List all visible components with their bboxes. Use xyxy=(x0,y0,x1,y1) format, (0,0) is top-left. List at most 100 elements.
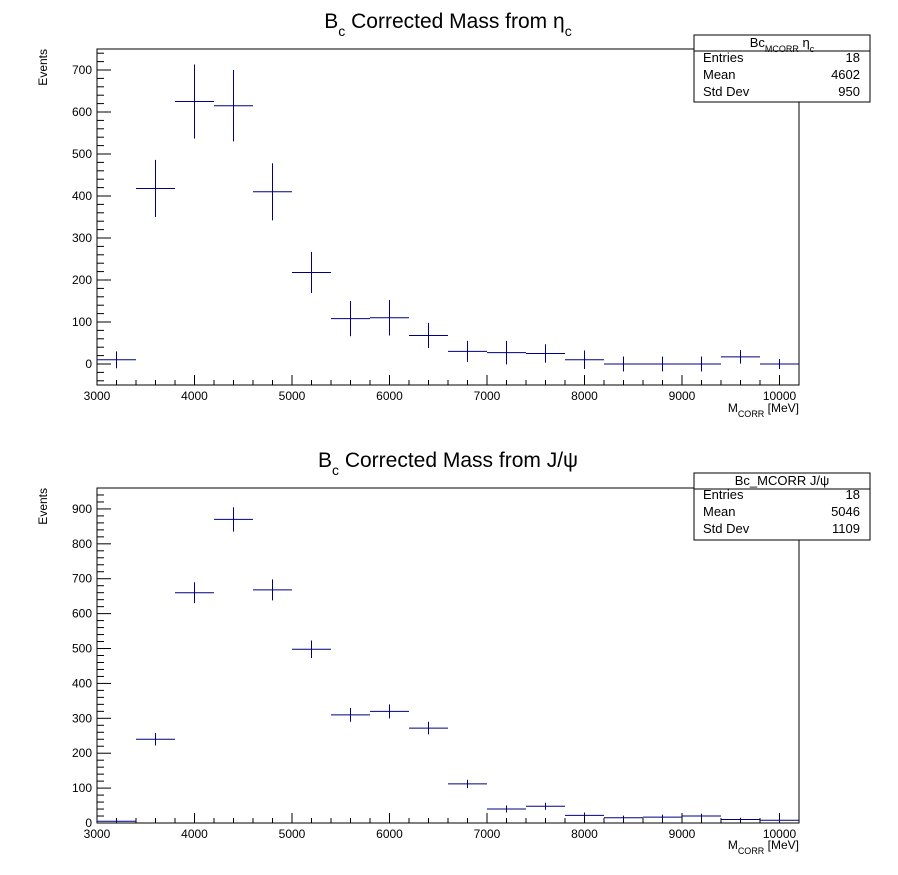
x-axis-label-sub: CORR xyxy=(738,409,765,419)
x-tick-label: 6000 xyxy=(376,827,403,841)
x-tick-label: 5000 xyxy=(279,827,306,841)
data-point xyxy=(487,805,526,813)
data-point xyxy=(604,356,643,372)
data-point xyxy=(448,779,487,789)
chart-title: Bc Corrected Mass from J/ψ xyxy=(318,449,578,478)
x-axis-label: MCORR [MeV] xyxy=(728,838,799,856)
data-point xyxy=(643,814,682,820)
stats-box-title-particle-sub: c xyxy=(810,44,815,54)
stats-row-value: 4602 xyxy=(831,67,860,82)
x-tick-label: 5000 xyxy=(279,389,306,403)
x-tick-label: 4000 xyxy=(181,827,208,841)
chart-title-sub: c xyxy=(338,23,345,39)
y-tick-label: 200 xyxy=(72,273,92,287)
data-point xyxy=(136,732,175,746)
data-point xyxy=(292,251,331,294)
data-point xyxy=(565,812,604,819)
y-tick-label: 200 xyxy=(72,746,92,760)
data-point xyxy=(682,813,721,819)
y-tick-label: 800 xyxy=(72,537,92,551)
stats-row-value: 5046 xyxy=(831,504,860,519)
data-point xyxy=(409,322,448,349)
x-tick-label: 9000 xyxy=(669,827,696,841)
chart-title-main: B xyxy=(318,449,332,472)
y-axis-label: Events xyxy=(36,488,50,525)
data-point xyxy=(136,159,175,217)
y-tick-label: 300 xyxy=(72,231,92,245)
x-tick-label: 9000 xyxy=(669,389,696,403)
y-tick-label: 100 xyxy=(72,315,92,329)
chart-panel-2: Bc Corrected Mass from J/ψ Events MCORR [M… xyxy=(36,449,871,856)
y-tick-label: 400 xyxy=(72,189,92,203)
y-tick-label: 400 xyxy=(72,676,92,690)
stats-row-label: Mean xyxy=(703,67,736,82)
chart-title-rest: Corrected Mass from J/ψ xyxy=(339,449,578,472)
y-axis-label: Events xyxy=(36,49,50,86)
data-point xyxy=(370,704,409,719)
y-tick-label: 900 xyxy=(72,502,92,516)
x-tick-label: 10000 xyxy=(763,827,797,841)
data-point xyxy=(565,350,604,370)
data-point xyxy=(253,579,292,601)
stats-row-label: Std Dev xyxy=(703,521,750,536)
data-point xyxy=(682,356,721,372)
data-point xyxy=(331,301,370,337)
data-point xyxy=(448,340,487,362)
data-point xyxy=(760,818,799,822)
x-tick-label: 4000 xyxy=(181,389,208,403)
data-point xyxy=(526,802,565,810)
chart-panel-1: Bc Corrected Mass from ηc Events MCORR [Me… xyxy=(36,10,871,419)
stats-row-value: 950 xyxy=(838,84,860,99)
y-tick-label: 700 xyxy=(72,63,92,77)
y-tick-label: 100 xyxy=(72,781,92,795)
y-tick-label: 600 xyxy=(72,607,92,621)
x-axis-label-rest: [MeV] xyxy=(764,838,799,852)
data-point xyxy=(331,707,370,722)
chart-title: Bc Corrected Mass from ηc xyxy=(324,10,571,39)
x-axis-label-rest: [MeV] xyxy=(764,401,799,415)
x-tick-label: 3000 xyxy=(84,389,111,403)
stats-row-value: 18 xyxy=(846,50,860,65)
stats-row-label: Entries xyxy=(703,487,744,502)
y-tick-label: 300 xyxy=(72,711,92,725)
stats-box-title-sub: MCORR xyxy=(765,44,799,54)
x-axis-label-main: M xyxy=(728,838,738,852)
chart-title-particle: η xyxy=(553,10,565,33)
stats-row-value: 18 xyxy=(846,487,860,502)
data-point xyxy=(721,350,760,364)
x-tick-label: 8000 xyxy=(571,827,598,841)
stats-box-title: BcMCORR ηc xyxy=(750,35,815,54)
x-tick-label: 10000 xyxy=(763,389,797,403)
stats-row-label: Entries xyxy=(703,50,744,65)
data-point xyxy=(487,340,526,365)
chart-title-sub: c xyxy=(332,462,339,478)
y-tick-label: 500 xyxy=(72,642,92,656)
data-point xyxy=(604,815,643,820)
x-tick-label: 8000 xyxy=(571,389,598,403)
stats-box: BcMCORR ηc Entries 18 Mean 4602 Std Dev 950 xyxy=(693,34,871,103)
chart-title-particle-sub: c xyxy=(565,23,572,39)
data-point xyxy=(214,70,253,142)
stats-row-value: 1109 xyxy=(832,521,860,536)
x-axis-label-sub: CORR xyxy=(738,846,765,856)
stats-box-title-main: Bc_MCORR J/ψ xyxy=(735,473,830,488)
stats-box-title-particle: η xyxy=(803,35,810,50)
x-tick-label: 3000 xyxy=(84,827,111,841)
y-tick-label: 0 xyxy=(85,816,92,830)
data-point xyxy=(97,819,136,823)
y-tick-label: 500 xyxy=(72,147,92,161)
stats-box-title: Bc_MCORR J/ψ xyxy=(735,473,830,488)
data-point xyxy=(175,582,214,604)
x-tick-label: 7000 xyxy=(474,827,501,841)
stats-box-frame xyxy=(693,472,871,541)
chart-title-rest: Corrected Mass from xyxy=(345,10,553,33)
data-point xyxy=(175,64,214,139)
x-tick-label: 6000 xyxy=(376,389,403,403)
data-point xyxy=(253,163,292,221)
y-tick-label: 0 xyxy=(85,357,92,371)
y-tick-label: 700 xyxy=(72,572,92,586)
stats-row-label: Mean xyxy=(703,504,736,519)
data-point xyxy=(409,721,448,735)
